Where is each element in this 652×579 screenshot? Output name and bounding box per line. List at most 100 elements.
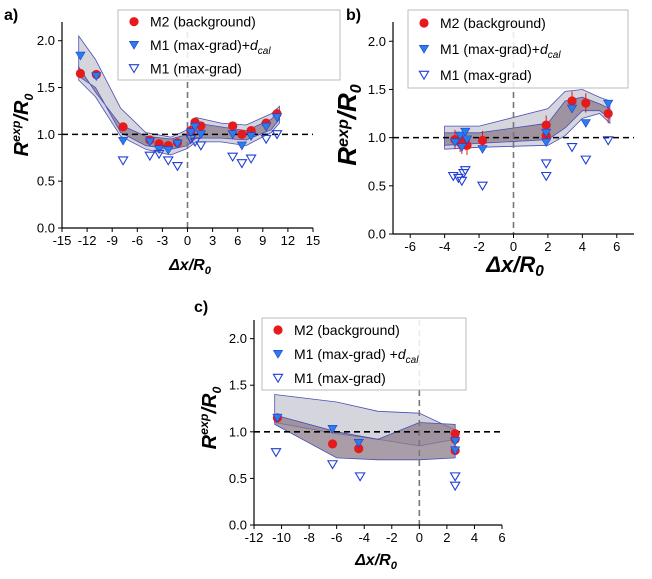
data-point-m1-dcal <box>261 122 272 132</box>
y-tick-label: 1.5 <box>368 82 386 97</box>
legend-label: M1 (max-grad)+dcal <box>150 37 271 57</box>
data-point-m2 <box>327 439 338 449</box>
x-axis-label: Δx/R0 <box>354 552 398 572</box>
confidence-band <box>444 96 611 146</box>
x-tick-label: 4 <box>579 239 586 254</box>
data-point-m2 <box>581 98 591 108</box>
panel-b: -6 -4 -2 0 2 4 6 0.0 0.5 1.0 1.5 2.0 M2 (background)… <box>332 7 634 280</box>
data-point-m1-dcal <box>75 51 86 61</box>
x-tick-label: -12 <box>78 233 97 248</box>
x-tick-label: 9 <box>259 233 266 248</box>
panel-a: -15 -12 -9 -6 -3 0 3 6 9 12 15 0.0 0.5 1.0 1.5 2.0 M2 (b… <box>4 7 341 277</box>
y-tick-label: 0.0 <box>37 221 55 236</box>
data-point-m1-dcal <box>450 446 461 456</box>
data-point-m2 <box>237 129 247 139</box>
y-tick-label: 1.5 <box>229 378 247 393</box>
data-point-m1 <box>270 448 282 458</box>
data-point-m1-dcal <box>456 143 467 153</box>
x-axis-label: Δx/R0 <box>168 257 212 277</box>
x-tick-label: -6 <box>331 530 343 545</box>
legend-marker <box>418 45 430 54</box>
panel-label: c) <box>194 299 208 316</box>
x-tick-label: -9 <box>106 233 118 248</box>
x-tick-label: 3 <box>209 233 216 248</box>
x-tick-label: 2 <box>443 530 450 545</box>
y-tick-label: 2.0 <box>368 34 386 49</box>
data-point-m1-dcal <box>163 146 174 156</box>
y-tick-label: 0.5 <box>368 178 386 193</box>
legend-box <box>117 9 341 81</box>
data-point-m1 <box>271 130 283 140</box>
legend-box <box>261 317 467 391</box>
data-point-m1-dcal <box>477 145 488 154</box>
y-axis-label: Rexp/R0 <box>9 94 36 157</box>
data-point-m2 <box>462 140 472 150</box>
x-tick-label: 4 <box>471 530 478 545</box>
x-tick-label: -6 <box>132 233 144 248</box>
data-point-m1-dcal <box>153 145 165 155</box>
y-tick-label: 0.0 <box>229 518 247 533</box>
data-point-m1-dcal <box>450 437 461 446</box>
legend-marker <box>128 41 140 50</box>
data-point-m1 <box>236 159 248 169</box>
legend-label: M2 (background) <box>150 14 256 30</box>
data-point-m1 <box>540 171 552 182</box>
legend-label: M1 (max-grad) +dcal <box>294 346 419 366</box>
y-axis-label: Rexp/R0 <box>332 84 365 166</box>
legend-label: M2 (background) <box>294 322 400 338</box>
data-point-m1-dcal <box>541 138 552 148</box>
data-point-m2 <box>603 108 613 119</box>
x-tick-label: 6 <box>234 233 241 248</box>
data-point-m2 <box>228 121 238 131</box>
legend-marker <box>273 325 283 335</box>
x-tick-label: -10 <box>272 530 291 545</box>
x-tick-label: 0 <box>510 239 517 254</box>
data-point-m2 <box>75 68 86 79</box>
x-tick-label: 6 <box>498 530 505 545</box>
data-point-m1-dcal <box>144 137 155 147</box>
legend-label: M1 (max-grad) <box>294 370 386 386</box>
data-point-m1-dcal <box>566 104 578 114</box>
legend-marker <box>419 18 429 28</box>
data-point-m1-dcal <box>272 413 283 423</box>
legend-label: M1 (max-grad) <box>150 60 242 76</box>
x-tick-label: 15 <box>306 233 320 248</box>
data-point-m1 <box>185 134 197 145</box>
x-tick-label: -12 <box>245 530 264 545</box>
data-point-m1-dcal <box>185 128 196 138</box>
data-point-m1-dcal <box>541 128 552 138</box>
x-tick-label: -4 <box>439 239 451 254</box>
data-point-m1 <box>245 154 257 164</box>
data-point-m1 <box>171 161 184 172</box>
data-point-m1 <box>260 134 272 145</box>
x-axis-label: Δx/R0 <box>485 252 544 280</box>
data-point-m1-dcal <box>172 139 183 149</box>
x-tick-label: -6 <box>404 239 416 254</box>
x-tick-label: -3 <box>157 233 169 248</box>
panel-label: b) <box>346 7 361 24</box>
confidence-band <box>274 414 456 461</box>
data-point-m1 <box>602 136 614 146</box>
x-tick-label: 12 <box>281 233 295 248</box>
data-point-m2 <box>541 120 551 130</box>
y-tick-label: 0.5 <box>37 174 55 189</box>
data-point-m1 <box>195 141 207 151</box>
data-point-m1-dcal <box>449 138 461 148</box>
legend-marker <box>418 70 430 81</box>
data-point-m1 <box>580 155 592 166</box>
panel-c: -12 -10 -8 -6 -4 -2 0 2 4 6 0.0 0.5 1.0 1.5 2.0 M2 (bac… <box>194 299 506 572</box>
x-tick-label: 0 <box>184 233 191 248</box>
x-tick-label: -2 <box>473 239 485 254</box>
y-tick-label: 1.0 <box>368 130 386 145</box>
legend-label: M2 (background) <box>440 15 546 31</box>
legend-box <box>407 9 629 89</box>
data-point-m1 <box>227 152 239 163</box>
legend-label: M1 (max-grad) <box>440 67 532 83</box>
data-point-m1 <box>459 166 471 176</box>
data-point-m1 <box>456 176 468 187</box>
data-point-m1 <box>354 472 366 482</box>
x-tick-label: -4 <box>358 530 370 545</box>
data-point-m1-dcal <box>227 130 238 140</box>
data-point-m1-dcal <box>271 113 283 123</box>
